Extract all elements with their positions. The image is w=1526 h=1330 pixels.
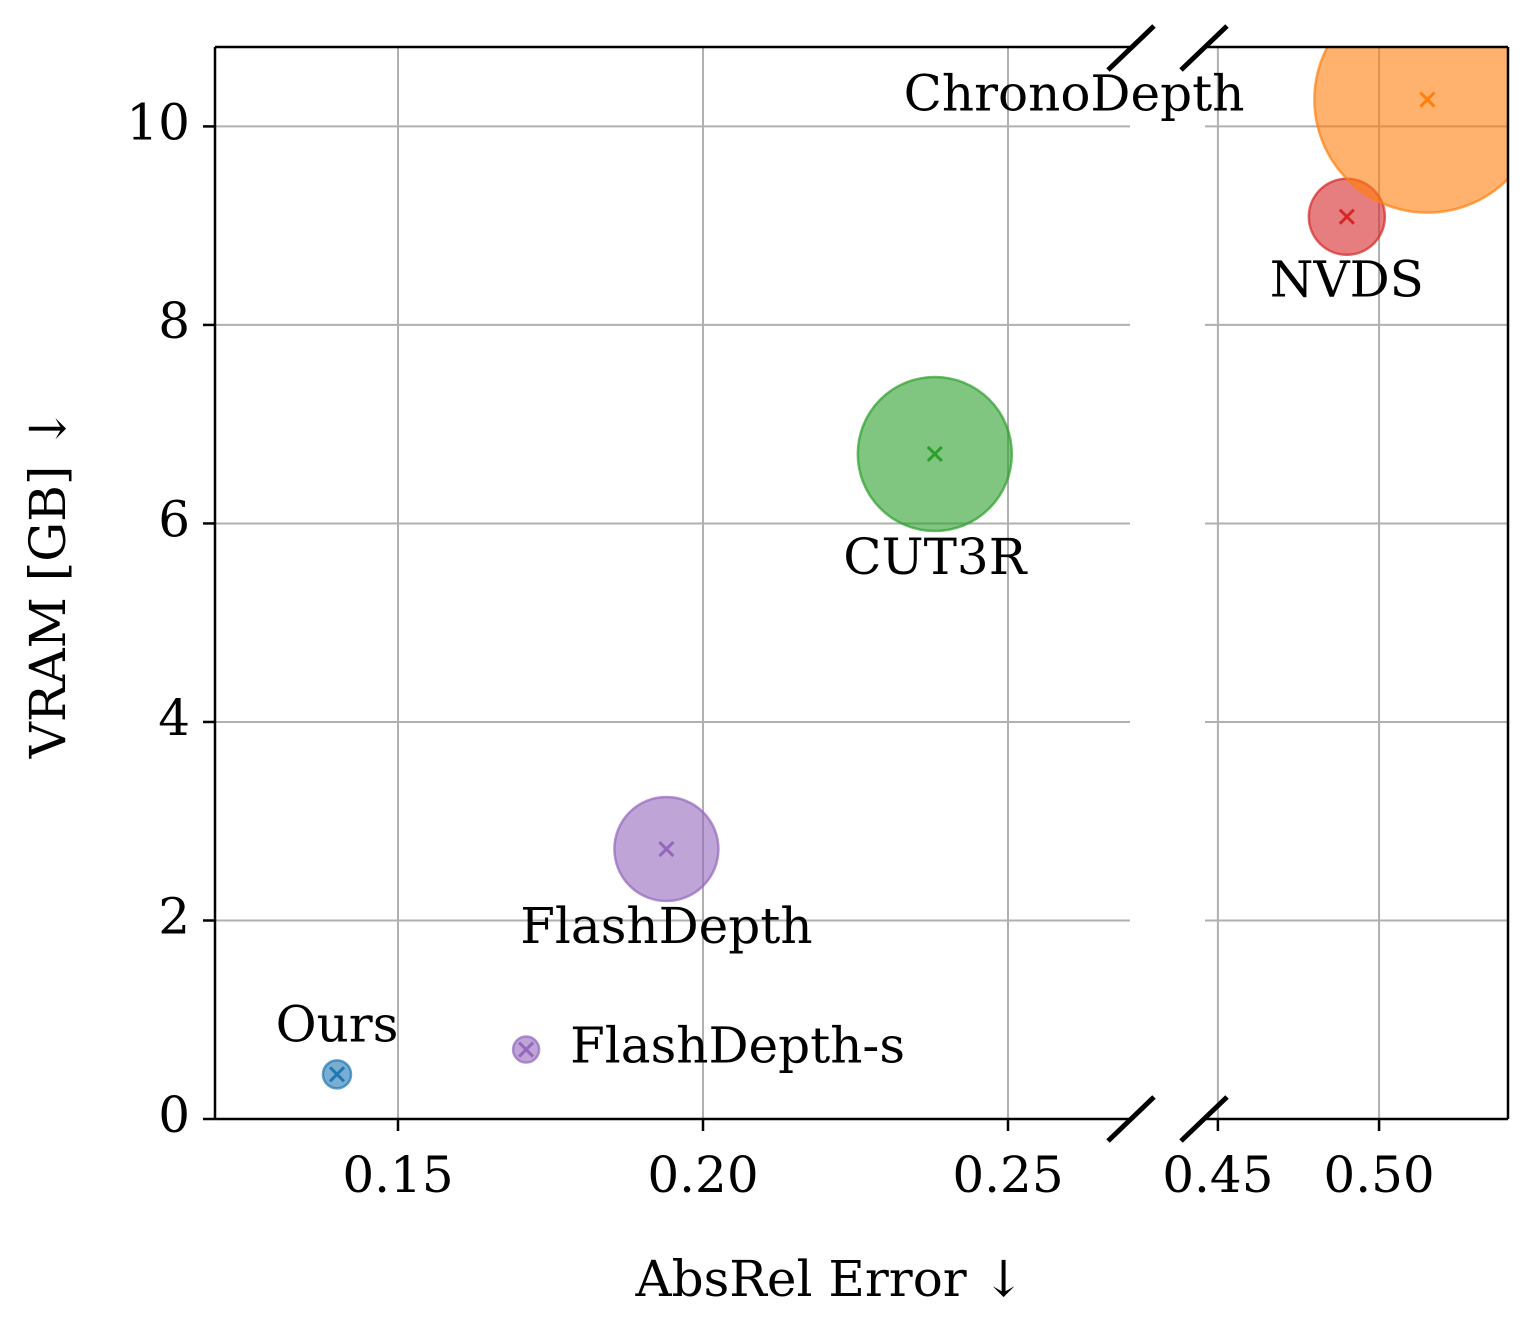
y-tick-label: 2	[158, 887, 190, 945]
x-tick-label: 0.25	[952, 1146, 1063, 1204]
point-center	[1419, 91, 1436, 108]
axis-break	[1106, 1095, 1156, 1143]
y-tick-label: 4	[158, 689, 190, 747]
point	[511, 1035, 541, 1064]
y-tick-label: 8	[158, 292, 190, 350]
axis-break	[1106, 24, 1156, 72]
axis-break	[1179, 1095, 1229, 1143]
point-center	[658, 840, 675, 858]
point	[856, 375, 1014, 533]
point	[613, 795, 720, 903]
point	[321, 1059, 353, 1090]
point-label: CUT3R	[843, 528, 1028, 586]
point-label: Ours	[276, 995, 399, 1053]
point-center	[518, 1041, 535, 1058]
bubble	[1313, 47, 1508, 214]
x-tick-label: 0.50	[1323, 1146, 1434, 1204]
y-tick-label: 10	[126, 93, 190, 151]
point-label: FlashDepth-s	[570, 1017, 905, 1075]
x-tick-label: 0.20	[647, 1146, 758, 1204]
y-tick-label: 6	[158, 490, 190, 548]
point-center	[926, 445, 943, 463]
point	[1313, 47, 1508, 214]
point-center	[1338, 208, 1355, 225]
axis-break	[1179, 24, 1229, 72]
grid	[215, 47, 1508, 1120]
point-label: NVDS	[1270, 251, 1424, 309]
frame	[213, 24, 1510, 1143]
point-label: FlashDepth	[520, 897, 812, 955]
point-center	[328, 1066, 346, 1083]
y-tick-label: 0	[158, 1086, 190, 1144]
x-axis-label: AbsRel Error ↓	[635, 1250, 1025, 1308]
point-label: ChronoDepth	[904, 65, 1245, 123]
marks	[321, 47, 1508, 1090]
y-axis-label: VRAM [GB] ↓	[19, 408, 77, 759]
x-tick-label: 0.45	[1162, 1146, 1273, 1204]
x-tick-label: 0.15	[342, 1146, 453, 1204]
